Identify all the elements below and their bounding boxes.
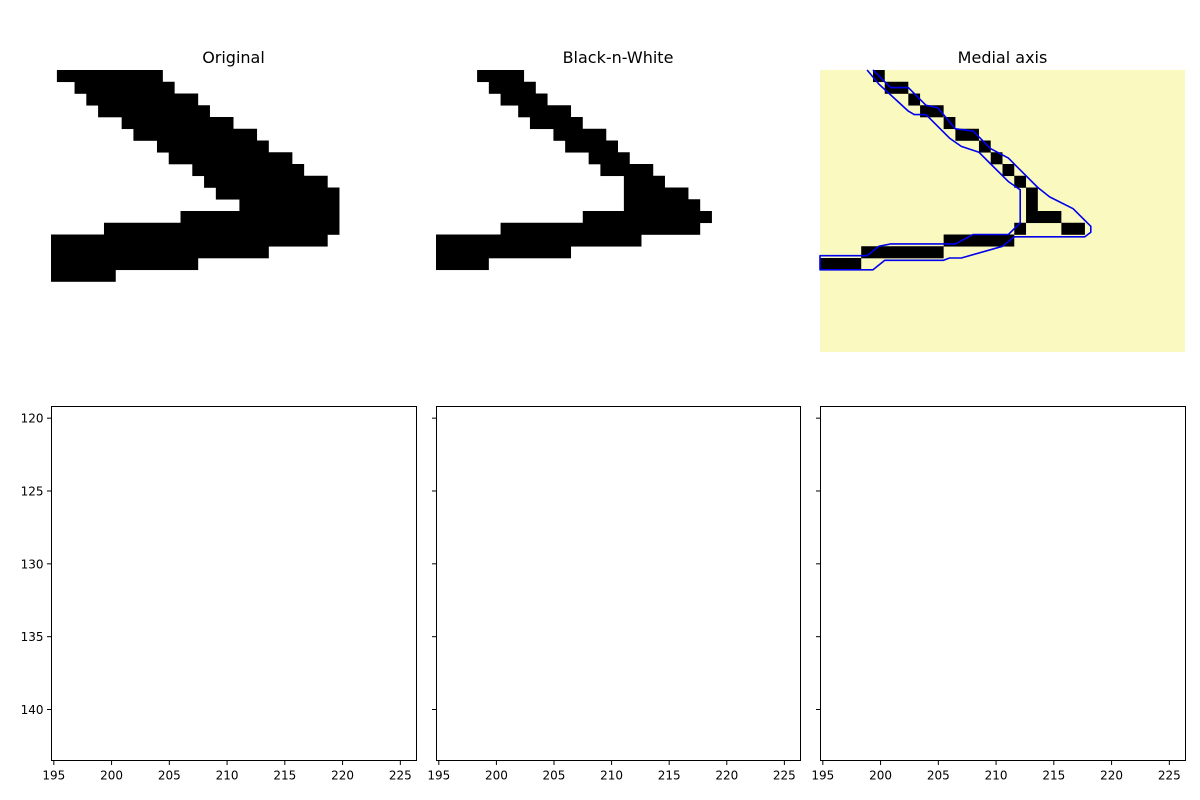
x-tick-label-225: 225	[773, 769, 796, 783]
pixel-run-15	[51, 246, 269, 259]
y-tick-label-130: 130	[21, 557, 44, 571]
pixel-run-14	[436, 234, 642, 247]
pixel-run-4	[121, 117, 234, 130]
pixel-run-2	[500, 93, 548, 106]
pixel-run-13	[1014, 222, 1027, 235]
pixel-run-14	[1061, 222, 1085, 235]
axes-frame-right	[820, 406, 1186, 761]
pixel-run-16	[436, 258, 489, 271]
pixel-run-6	[156, 140, 269, 153]
x-tick-label-220: 220	[715, 769, 738, 783]
pixel-run-7	[168, 152, 293, 165]
original-image	[51, 70, 340, 282]
panel-black-n-white: Black-n-White	[436, 48, 712, 271]
pixel-run-0	[56, 70, 163, 83]
x-tick-label-200: 200	[485, 769, 508, 783]
pixel-run-4	[529, 117, 583, 130]
y-tick-label-120: 120	[21, 412, 44, 426]
pixel-run-0	[477, 70, 525, 83]
x-tick-label-215: 215	[273, 769, 296, 783]
pixel-run-13	[103, 222, 340, 235]
pixel-run-17	[820, 258, 862, 271]
y-axis-middle	[432, 417, 437, 711]
pixel-run-4	[943, 117, 956, 130]
pixel-run-7	[588, 152, 630, 165]
pixel-run-5	[553, 128, 607, 141]
pixel-run-1	[488, 81, 536, 94]
pixel-run-10	[215, 187, 340, 200]
pixel-run-17	[51, 269, 116, 282]
x-axis-left: 195 200 205 210 215 220 225	[42, 760, 412, 783]
pixel-run-16	[51, 258, 199, 271]
x-tick-label-205: 205	[927, 769, 950, 783]
pixel-run-9	[204, 175, 328, 188]
pixel-run-8	[600, 164, 654, 177]
panel-empty-left: 195 200 205 210 215 220 225 120 125 130 135 140	[21, 406, 417, 783]
black-n-white-image	[436, 70, 712, 271]
pixel-run-6	[978, 140, 991, 153]
axes-frame-left	[51, 406, 417, 761]
x-tick-label-225: 225	[1158, 769, 1181, 783]
medial-axis-contour	[819, 69, 1092, 271]
x-axis-middle: 195 200 205 210 215 220 225	[427, 760, 796, 783]
x-tick-label-210: 210	[600, 769, 623, 783]
y-axis-right	[816, 417, 821, 711]
pixel-run-10	[623, 187, 689, 200]
pixel-run-8	[1002, 164, 1015, 177]
pixel-run-16	[861, 246, 944, 259]
pixel-run-14	[51, 234, 328, 247]
x-tick-label-220: 220	[1100, 769, 1123, 783]
x-tick-label-195: 195	[811, 769, 834, 783]
x-tick-label-210: 210	[216, 769, 239, 783]
x-tick-label-195: 195	[427, 769, 450, 783]
panel-empty-middle: 195 200 205 210 215 220 225	[427, 406, 801, 783]
panel-medial-axis: Medial axis	[819, 48, 1185, 352]
x-tick-label-205: 205	[543, 769, 566, 783]
x-axis-right: 195 200 205 210 215 220 225	[811, 760, 1181, 783]
y-tick-label-125: 125	[21, 484, 44, 498]
pixel-run-11	[239, 199, 340, 212]
pixel-run-12	[180, 211, 340, 224]
x-tick-label-200: 200	[869, 769, 892, 783]
x-tick-label-195: 195	[42, 769, 65, 783]
x-tick-label-210: 210	[985, 769, 1008, 783]
pixel-run-15	[436, 246, 572, 259]
y-tick-label-140: 140	[21, 703, 44, 717]
x-tick-label-225: 225	[389, 769, 412, 783]
x-tick-label-215: 215	[658, 769, 681, 783]
y-tick-label-135: 135	[21, 630, 44, 644]
panel-title-original: Original	[202, 48, 265, 67]
pixel-run-13	[500, 222, 701, 235]
pixel-run-12	[582, 211, 712, 224]
pixel-run-15	[943, 234, 1015, 247]
panel-empty-right: 195 200 205 210 215 220 225	[811, 406, 1186, 783]
panel-title-medial-axis: Medial axis	[958, 48, 1048, 67]
pixel-run-10	[1026, 187, 1038, 200]
pixel-run-11	[623, 199, 701, 212]
pixel-run-7	[990, 152, 1003, 165]
x-tick-label-200: 200	[100, 769, 123, 783]
pixel-run-12	[1026, 211, 1062, 224]
pixel-run-9	[1014, 175, 1027, 188]
pixel-run-11	[1026, 199, 1038, 212]
pixel-run-5	[133, 128, 258, 141]
axes-frame-middle	[436, 406, 801, 761]
pixel-run-9	[623, 175, 665, 188]
pixel-run-2	[908, 93, 921, 106]
x-tick-label-220: 220	[331, 769, 354, 783]
pixel-run-6	[565, 140, 618, 153]
x-tick-label-205: 205	[158, 769, 181, 783]
medial-axis-background	[820, 70, 1185, 352]
panel-title-black-n-white: Black-n-White	[563, 48, 674, 67]
pixel-run-3	[518, 105, 572, 118]
y-axis-left: 120 125 130 135 140	[21, 412, 52, 717]
pixel-run-3	[98, 105, 210, 118]
pixel-run-2	[86, 93, 199, 106]
x-tick-label-215: 215	[1042, 769, 1065, 783]
panel-original: Original	[51, 48, 340, 282]
pixel-run-1	[74, 81, 175, 94]
pixel-run-8	[192, 164, 305, 177]
